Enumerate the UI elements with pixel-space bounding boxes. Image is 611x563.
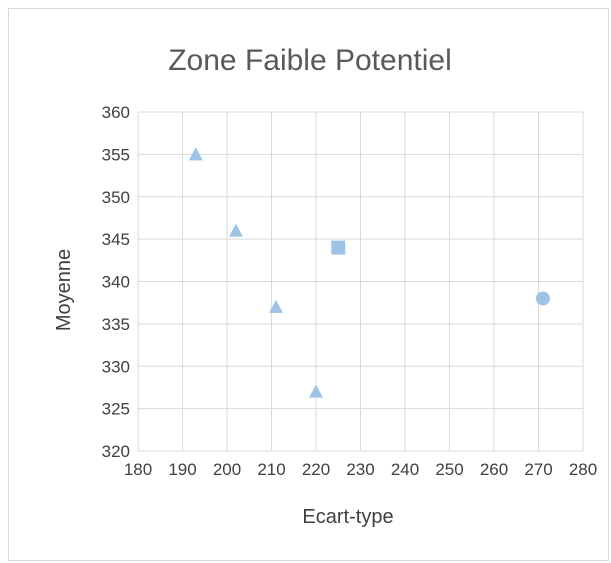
y-tick-label: 320: [102, 442, 130, 461]
square-point: [331, 240, 346, 255]
triangle-point: [309, 384, 323, 398]
y-tick-label: 335: [102, 315, 130, 334]
x-tick-label: 270: [524, 460, 552, 479]
circle-point: [535, 291, 550, 306]
y-tick-label: 330: [102, 357, 130, 376]
y-tick-label: 325: [102, 400, 130, 419]
x-tick-label: 280: [569, 460, 597, 479]
y-axis-title: Moyenne: [53, 249, 75, 331]
triangle-point: [228, 223, 243, 237]
x-tick-label: 260: [480, 460, 508, 479]
y-axis-ticks: 320 325 330 335 340 345 350 355 360: [102, 103, 130, 461]
x-tick-label: 210: [257, 460, 285, 479]
y-tick-label: 360: [102, 103, 130, 122]
x-tick-label: 180: [124, 460, 152, 479]
y-tick-label: 355: [102, 145, 130, 164]
y-tick-label: 345: [102, 230, 130, 249]
data-points: [188, 147, 550, 398]
x-tick-label: 200: [213, 460, 241, 479]
x-tick-label: 220: [302, 460, 330, 479]
x-axis-title: Ecart-type: [302, 506, 393, 528]
triangle-point: [188, 147, 203, 161]
x-tick-label: 240: [391, 460, 419, 479]
grid: [137, 111, 584, 452]
chart-title: Zone Faible Potentiel: [168, 44, 452, 77]
x-tick-label: 250: [435, 460, 463, 479]
chart-frame: [8, 8, 609, 561]
x-axis-ticks: 180 190 200 210 220 230 240 250 260 270 280: [124, 460, 597, 479]
x-tick-label: 230: [346, 460, 374, 479]
x-tick-label: 190: [168, 460, 196, 479]
y-tick-label: 340: [102, 273, 130, 292]
triangle-point: [268, 299, 283, 313]
y-tick-label: 350: [102, 188, 130, 207]
